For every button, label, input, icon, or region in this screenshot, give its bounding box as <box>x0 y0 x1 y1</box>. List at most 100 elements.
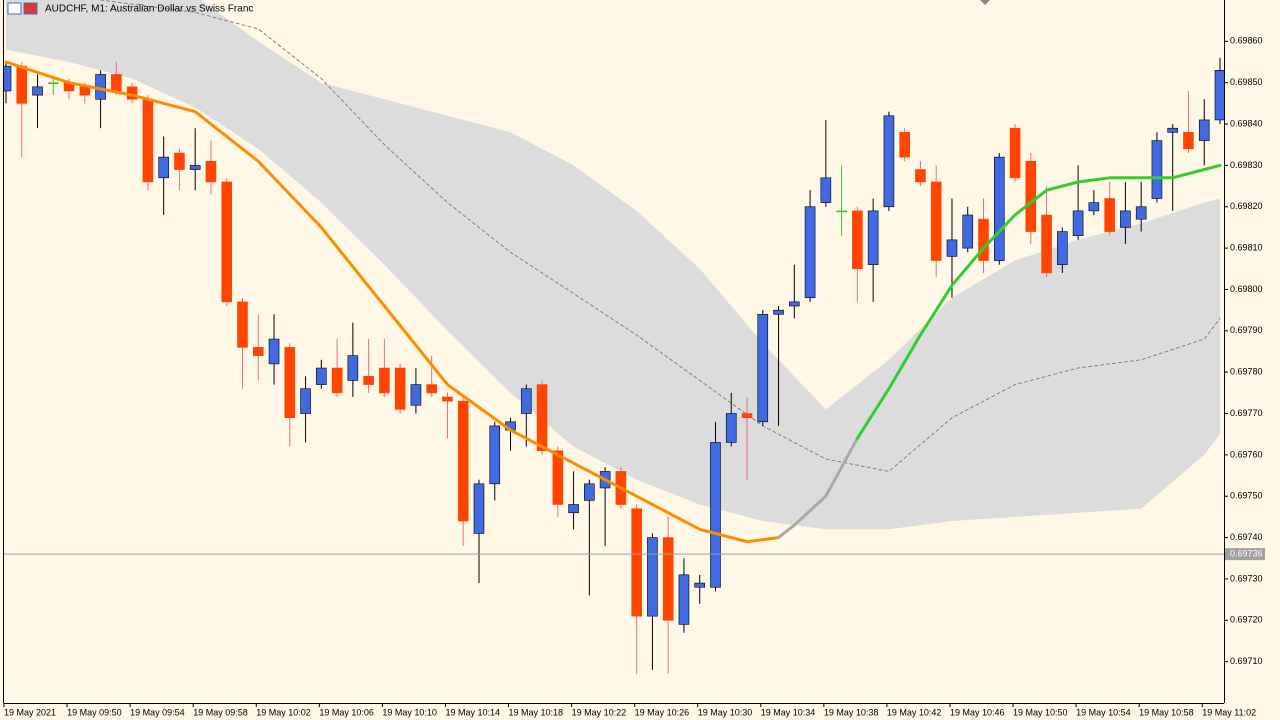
y-tick-label: 0.69820 <box>1230 201 1263 211</box>
candle-body <box>473 483 485 534</box>
candle-body <box>331 367 343 394</box>
candle-body <box>536 384 548 452</box>
x-tick-label: 19 May 10:26 <box>635 707 690 717</box>
x-tick-label: 19 May 10:42 <box>887 707 942 717</box>
x-tick-label: 19 May 10:50 <box>1013 707 1068 717</box>
candle-body <box>300 388 311 414</box>
candle-body <box>347 355 359 381</box>
candle-body <box>237 301 248 348</box>
candle-body <box>1135 206 1147 220</box>
y-tick-label: 0.69740 <box>1230 532 1263 542</box>
candle-body <box>962 214 974 249</box>
candle-body <box>47 82 59 85</box>
y-tick-label: 0.69800 <box>1230 284 1263 294</box>
candle-body <box>426 384 437 394</box>
x-tick-label: 19 May 2021 <box>4 707 56 717</box>
candle-body <box>111 74 122 92</box>
x-tick-label: 19 May 10:46 <box>950 707 1005 717</box>
candle-body <box>16 65 28 104</box>
candle-body <box>205 160 217 183</box>
candle-body <box>647 537 658 617</box>
candle-body <box>394 367 406 410</box>
candle-body <box>1183 132 1194 150</box>
candle-body <box>978 218 989 261</box>
plot-area <box>4 0 1224 675</box>
candle-body <box>189 165 201 170</box>
candle-body <box>946 239 958 257</box>
candle-body <box>174 152 185 170</box>
candle-body <box>631 508 642 617</box>
candle-body <box>1041 214 1052 274</box>
candle-body <box>725 413 737 443</box>
envelope-band <box>6 0 1220 530</box>
y-tick-label: 0.69710 <box>1230 656 1263 666</box>
x-tick-label: 19 May 09:50 <box>67 707 122 717</box>
candle-body <box>852 210 863 270</box>
candle-body <box>442 396 453 402</box>
x-tick-label: 19 May 10:54 <box>1076 707 1131 717</box>
candle-body <box>899 132 910 158</box>
candle-body <box>4 65 12 92</box>
candle-body <box>520 388 532 414</box>
y-tick-label: 0.69770 <box>1230 408 1263 418</box>
candle-body <box>694 582 706 588</box>
candle-body <box>1057 231 1068 265</box>
candle-body <box>773 309 784 315</box>
candle-body <box>584 483 595 501</box>
y-tick-label: 0.69720 <box>1230 615 1263 625</box>
candle-body <box>757 313 769 423</box>
candle-body <box>568 504 579 514</box>
x-tick-label: 19 May 09:54 <box>130 707 185 717</box>
candle-body <box>1009 127 1021 179</box>
candle-body <box>158 156 169 179</box>
candle-body <box>915 169 926 183</box>
window-icon <box>7 2 38 15</box>
candle-body <box>489 425 501 485</box>
candle-body <box>410 384 422 406</box>
x-tick-label: 19 May 10:14 <box>445 707 500 717</box>
current-price-label: 0.69736 <box>1230 549 1263 559</box>
candle-body <box>804 206 816 299</box>
candle-body <box>1088 202 1100 212</box>
candle-body <box>883 115 895 208</box>
candle-body <box>268 338 280 365</box>
candle-body <box>789 301 800 307</box>
candle-body <box>316 367 327 385</box>
y-tick-label: 0.69780 <box>1230 367 1263 377</box>
candle-body <box>867 210 879 265</box>
candle-body <box>1198 119 1210 141</box>
y-tick-label: 0.69760 <box>1230 449 1263 459</box>
x-tick-label: 19 May 10:10 <box>382 707 437 717</box>
x-tick-label: 19 May 10:30 <box>698 707 753 717</box>
candle-body <box>252 347 264 356</box>
candle-body <box>836 210 847 213</box>
candle-body <box>710 442 721 588</box>
envelope-middle <box>96 0 1221 472</box>
y-tick-label: 0.69790 <box>1230 325 1263 335</box>
chart-title: AUDCHF, M1: Australian Dollar vs Swiss F… <box>45 4 253 15</box>
candle-body <box>820 177 832 203</box>
x-tick-label: 19 May 10:22 <box>572 707 627 717</box>
y-tick-label: 0.69840 <box>1230 118 1263 128</box>
moving-average <box>855 163 1222 440</box>
candle-body <box>741 413 753 418</box>
x-tick-label: 19 May 10:38 <box>824 707 879 717</box>
moving-average <box>777 436 859 540</box>
candle-body <box>1072 210 1084 237</box>
candle-body <box>1104 198 1115 232</box>
x-tick-label: 19 May 10:06 <box>319 707 374 717</box>
x-tick-label: 19 May 10:34 <box>761 707 816 717</box>
y-tick-label: 0.69810 <box>1230 242 1263 252</box>
x-tick-label: 19 May 11:02 <box>1202 707 1256 717</box>
y-tick-label: 0.69730 <box>1230 573 1263 583</box>
current-price-box <box>1225 548 1265 561</box>
candle-body <box>363 376 374 385</box>
candle-body <box>552 450 564 505</box>
candle-body <box>379 367 390 394</box>
y-tick-label: 0.69830 <box>1230 160 1263 170</box>
candle-body <box>457 400 469 522</box>
candle-body <box>79 86 91 96</box>
candle-body <box>142 98 154 183</box>
